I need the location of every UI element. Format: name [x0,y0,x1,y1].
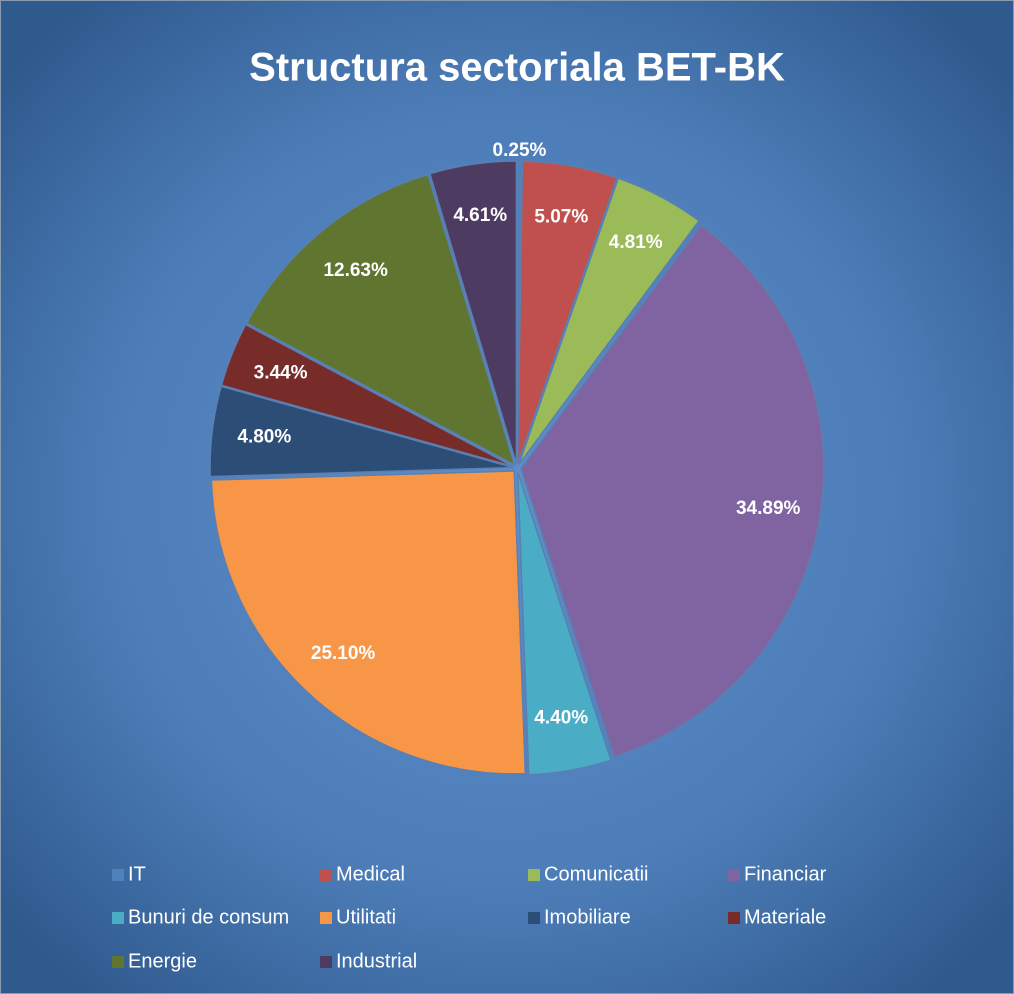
pie-slice [209,385,514,478]
legend-swatch [112,956,124,968]
pie-slice [520,223,825,758]
data-label: 4.80% [237,426,291,447]
legend-label: Comunicatii [544,863,648,885]
pie-slice [516,160,619,465]
legend-label: Medical [336,863,405,885]
legend-swatch [320,956,332,968]
legend-label: Industrial [336,950,417,972]
pie-slice [210,470,527,775]
data-label: 4.81% [609,232,663,253]
data-label: 5.07% [534,206,588,227]
pie-slice [245,173,516,467]
legend-swatch [528,869,540,881]
pie-slice [518,177,701,465]
pie: 0.25% 5.07% 4.81% 34.89% 4.40% 25.10% 4.80% 3.4… [209,140,825,776]
legend: IT Medical Comunicatii Financiar Bunuri de c… [112,863,827,972]
legend-swatch [728,912,740,924]
pie-slice [220,323,514,468]
pie-slice [516,471,612,776]
legend-swatch [320,869,332,881]
data-label: 4.40% [534,708,588,729]
chart-title: Structura sectoriala BET-BK [249,46,785,90]
data-label: 0.25% [493,140,547,161]
legend-label: Financiar [744,863,827,885]
legend-swatch [528,912,540,924]
legend-swatch [728,869,740,881]
data-label: 4.61% [453,205,507,226]
legend-label: Imobiliare [544,906,631,928]
legend-swatch [320,912,332,924]
data-label: 34.89% [736,498,801,519]
data-label: 3.44% [254,363,308,384]
pie-slice [428,160,518,465]
legend-label: Energie [128,950,197,972]
legend-label: Utilitati [336,906,396,928]
legend-label: Materiale [744,906,826,928]
legend-label: IT [128,863,146,885]
data-label: 12.63% [323,260,388,281]
legend-swatch [112,912,124,924]
data-label: 25.10% [311,643,376,664]
legend-label: Bunuri de consum [128,906,289,928]
legend-swatch [112,869,124,881]
